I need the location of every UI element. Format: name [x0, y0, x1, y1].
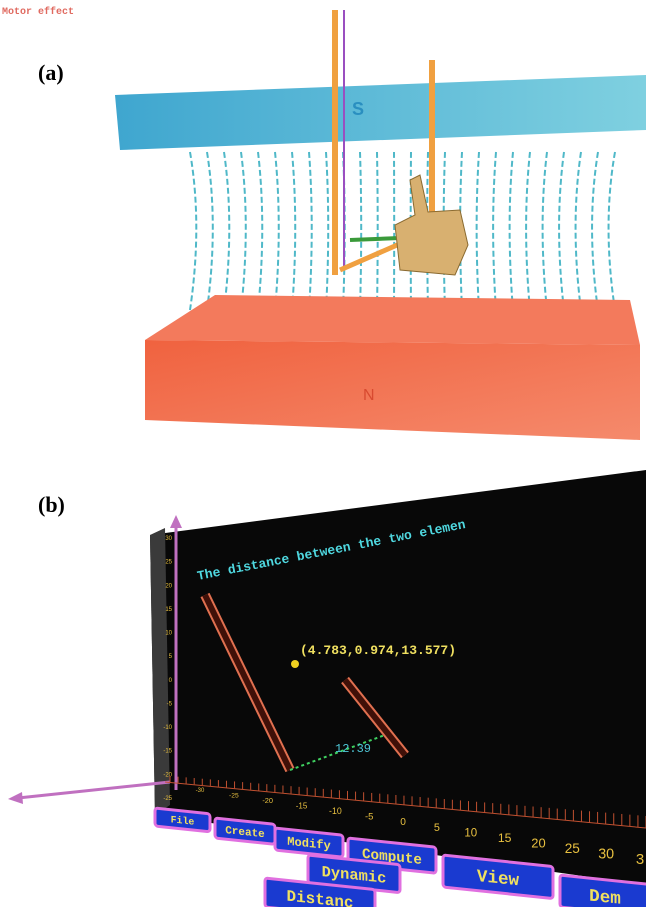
button-label[interactable]: File	[171, 814, 195, 827]
axis-arrow	[8, 792, 23, 804]
axis-arrow	[170, 515, 182, 528]
field-line	[274, 151, 280, 311]
point-label: (4.783,0.974,13.577)	[300, 643, 456, 658]
y-tick-label: 15	[165, 607, 172, 613]
x-tick-label: 30	[598, 846, 614, 862]
x-tick-label: -10	[329, 806, 342, 816]
field-line	[475, 151, 480, 311]
x-axis	[17, 780, 171, 800]
distance-line	[289, 734, 386, 771]
menu: FileCreateModifyComputeViewDemDynamicDis…	[153, 806, 646, 907]
panel-label: (a)	[38, 60, 64, 85]
field-line	[223, 151, 231, 311]
y-tick-label: -5	[167, 701, 173, 707]
x-tick-label: -30	[196, 788, 205, 794]
field-line	[591, 151, 599, 311]
distance-label: 12.39	[335, 742, 371, 756]
field-line	[574, 151, 582, 311]
view-plane	[150, 470, 646, 885]
menu-button[interactable]: File	[153, 806, 212, 833]
button-face	[441, 853, 555, 900]
element-rod-core	[202, 593, 293, 772]
north-pole	[145, 340, 640, 440]
menu-button[interactable]: Create	[213, 816, 277, 846]
plane-edge	[150, 528, 170, 815]
button-label[interactable]: Modify	[287, 835, 331, 854]
south-pole	[115, 75, 646, 150]
button-face	[153, 806, 212, 833]
field-line	[257, 151, 264, 311]
field-line	[240, 151, 247, 311]
x-tick-label: -5	[365, 812, 373, 823]
field-line	[508, 151, 514, 311]
y-tick-label: -20	[163, 772, 172, 778]
x-tick-label: 25	[565, 841, 580, 856]
y-tick-label: 0	[169, 678, 173, 684]
panel-label: (b)	[38, 492, 65, 517]
field-line	[541, 151, 548, 311]
field-line	[492, 151, 497, 311]
y-tick-label: 30	[165, 536, 172, 542]
north-pole-top	[145, 295, 640, 345]
x-tick-label: -20	[262, 796, 273, 805]
x-tick-label: 3	[636, 851, 644, 868]
menu-button[interactable]: View	[441, 853, 555, 900]
field-line	[189, 151, 198, 311]
button-face	[263, 876, 377, 907]
button-label[interactable]: Create	[225, 825, 265, 841]
field-line	[376, 151, 379, 311]
conductor	[429, 60, 435, 250]
field-line	[359, 151, 363, 311]
x-tick-label: 10	[464, 827, 477, 839]
y-tick-label: -15	[163, 749, 172, 755]
ticks: 302520151050-5-10-15-20-25-30-25-20-15-1…	[163, 536, 646, 868]
point	[291, 660, 299, 668]
field-line	[291, 151, 297, 311]
south-label: S	[352, 99, 364, 119]
north-label: N	[363, 387, 375, 404]
x-tick-label: 5	[434, 822, 440, 834]
x-tick-label: -15	[296, 802, 308, 811]
x-tick-label: 0	[400, 817, 406, 828]
element-rod-core	[342, 678, 408, 757]
button-label[interactable]: View	[477, 867, 520, 891]
x-tick-label: 15	[498, 831, 512, 845]
y-tick-label: -10	[163, 725, 172, 731]
button-label[interactable]: Distanc	[287, 888, 354, 907]
y-tick-label: 25	[165, 560, 172, 566]
x-tick-label: -25	[229, 793, 239, 800]
button-face	[273, 826, 345, 859]
y-tick-label: 20	[165, 583, 172, 589]
field-line	[525, 151, 531, 311]
conductor	[332, 10, 338, 275]
y-tick-label: 5	[169, 654, 173, 660]
z-axis	[164, 781, 646, 829]
scene-title: Motor effect	[2, 6, 74, 18]
force-arrow	[349, 236, 401, 242]
field-line	[558, 151, 565, 311]
field-line	[206, 151, 214, 311]
field-line	[607, 151, 616, 311]
hand	[394, 174, 469, 276]
button-face	[558, 873, 646, 907]
field-line	[308, 151, 313, 311]
button-label[interactable]: Dem	[589, 887, 621, 907]
menu-button[interactable]: Dem	[558, 873, 646, 907]
y-tick-label: -25	[163, 796, 172, 802]
y-tick-label: 10	[165, 631, 172, 637]
field-line	[325, 151, 330, 311]
x-tick-label: 20	[531, 835, 545, 850]
menu-button[interactable]: Modify	[273, 826, 345, 859]
menu-button[interactable]: Distanc	[263, 876, 377, 907]
